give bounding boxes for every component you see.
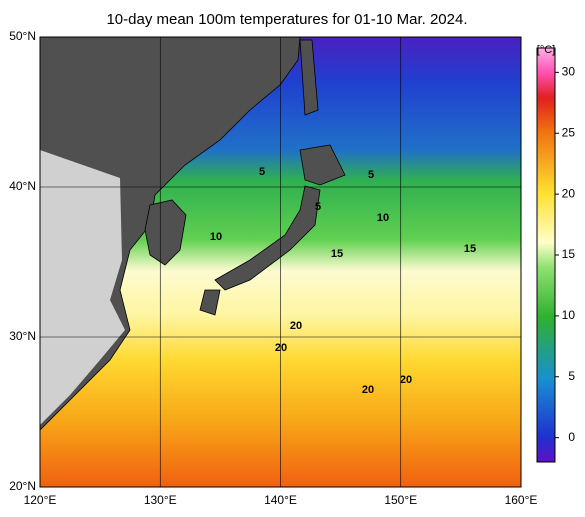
sakhalin — [299, 39, 319, 116]
honshu — [214, 185, 321, 291]
lon-tick-label: 160°E — [505, 493, 538, 507]
contour-label: 10 — [377, 212, 389, 224]
colorbar — [536, 47, 556, 463]
lon-tick-label: 120°E — [24, 493, 57, 507]
lon-tick-label: 140°E — [264, 493, 297, 507]
colorbar-unit: [°C] — [537, 44, 555, 56]
lat-tick-label: 50°N — [9, 29, 36, 43]
korea — [144, 199, 187, 266]
contour-label: 20 — [400, 374, 412, 386]
lat-tick-label: 40°N — [9, 179, 36, 193]
contour-label: 15 — [331, 248, 343, 260]
land — [39, 36, 346, 431]
colorbar-tick-label: 25 — [562, 125, 576, 139]
hokkaido — [299, 144, 346, 186]
colorbar-tick-label: 0 — [568, 430, 575, 444]
lon-tick-label: 130°E — [144, 493, 177, 507]
lon-tick-label: 150°E — [384, 493, 417, 507]
contour-label: 5 — [368, 169, 374, 181]
colorbar-tick-label: 10 — [562, 308, 576, 322]
contour-label: 20 — [275, 342, 287, 354]
colorbar-tick-label: 20 — [562, 186, 576, 200]
contour-label: 15 — [464, 243, 476, 255]
contour-label: 20 — [362, 384, 374, 396]
lat-tick-label: 20°N — [9, 479, 36, 493]
lat-tick-label: 30°N — [9, 329, 36, 343]
china — [40, 150, 125, 425]
contour-label: 10 — [210, 231, 222, 243]
contour-label: 5 — [315, 201, 321, 213]
kyushu — [199, 289, 221, 316]
contour-label: 5 — [259, 166, 265, 178]
colorbar-tick-label: 5 — [568, 369, 575, 383]
contour-label: 20 — [290, 320, 302, 332]
title: 10-day mean 100m temperatures for 01-10 … — [106, 11, 467, 28]
colorbar-tick-label: 15 — [562, 247, 576, 261]
colorbar-tick-label: 30 — [562, 65, 576, 79]
